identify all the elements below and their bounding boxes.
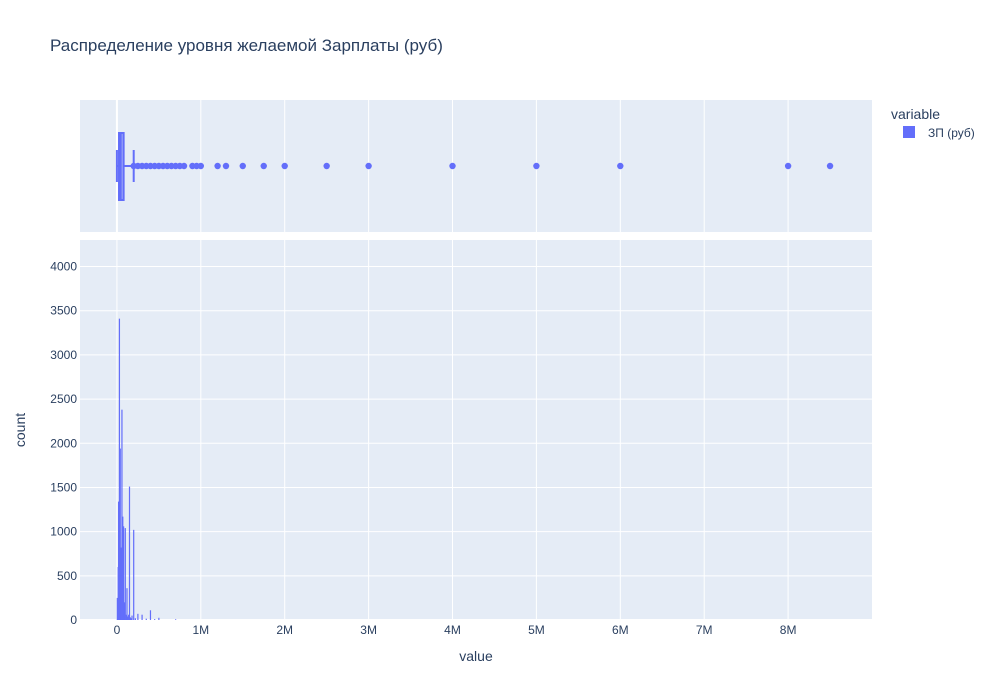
histogram-bar [120,547,122,620]
histogram-bar [126,588,128,620]
box-outlier-point [826,162,834,170]
box-outlier-point [449,162,456,170]
x-tick-label: 3M [360,623,377,637]
box-outlier-point [214,162,221,170]
histogram-bar [123,602,126,620]
histogram-bar [122,516,124,620]
histogram-bar [131,615,133,620]
histogram-bar [119,448,121,620]
histogram-gridlines [80,240,872,621]
legend-item[interactable]: ЗП (руб) [903,126,975,140]
box-outlier-point [260,162,267,170]
histogram-bar [137,613,139,620]
histogram-bar [128,614,130,620]
y-tick-label: 500 [57,569,77,583]
y-tick-label: 1000 [50,525,77,539]
box-outlier-point [222,162,230,170]
x-tick-label: 4M [444,623,461,637]
x-tick-label: 7M [696,623,713,637]
histogram-bar [134,618,136,620]
histogram-bar [149,610,152,620]
x-axis-title: value [459,648,493,664]
legend-title: variable [891,106,940,122]
x-tick-label: 1M [192,623,209,637]
legend-swatch [903,126,915,138]
box-plot [115,132,834,201]
box-outlier-point [533,162,540,170]
histogram-bar [128,486,131,620]
y-tick-label: 3000 [50,348,77,362]
histogram-bars [116,318,177,620]
x-tick-label: 5M [528,623,545,637]
legend: variable ЗП (руб) [891,106,975,140]
y-tick-label: 1500 [50,480,77,494]
histogram-bar [125,614,127,620]
box-outlier-point [180,162,188,170]
histogram-bar [133,529,135,620]
histogram-bar [141,614,143,620]
x-axis-ticks: 0 1M 2M 3M 4M 5M 6M 7M 8M [114,623,797,637]
box-outlier-point [323,162,330,170]
box-outlier-point [784,162,792,170]
y-tick-label: 0 [70,613,77,627]
histogram-bar [121,409,123,620]
box-outlier-point [197,162,205,170]
box-outlier-point [617,162,624,170]
histogram-bar [117,501,120,620]
histogram-bar [129,617,131,620]
box-outlier-point [281,162,288,170]
histogram-bar [154,619,156,620]
x-tick-label: 8M [780,623,797,637]
box-plot-area [80,100,872,232]
histogram-bar [175,619,177,620]
y-axis-ticks: 0 500 1000 1500 2000 2500 3000 3500 4000 [50,260,77,627]
x-tick-label: 0 [114,623,121,637]
legend-label: ЗП (руб) [928,126,975,140]
y-tick-label: 3500 [50,304,77,318]
histogram-plot-area [80,240,872,620]
histogram-bar [123,526,125,620]
histogram-bar [145,618,147,620]
histogram-bar [158,617,160,620]
y-tick-label: 4000 [50,260,77,274]
box-outlier-point [365,162,372,170]
x-tick-label: 6M [612,623,629,637]
y-axis-title: count [12,413,28,447]
y-tick-label: 2000 [50,436,77,450]
histogram-bar [127,616,129,620]
chart-title: Распределение уровня желаемой Зарплаты (… [50,36,443,55]
histogram-bar [124,528,126,620]
box-outlier-point [239,162,246,170]
x-tick-label: 2M [276,623,293,637]
histogram-bar [130,618,132,620]
histogram-bar [118,318,121,620]
y-tick-label: 2500 [50,392,77,406]
